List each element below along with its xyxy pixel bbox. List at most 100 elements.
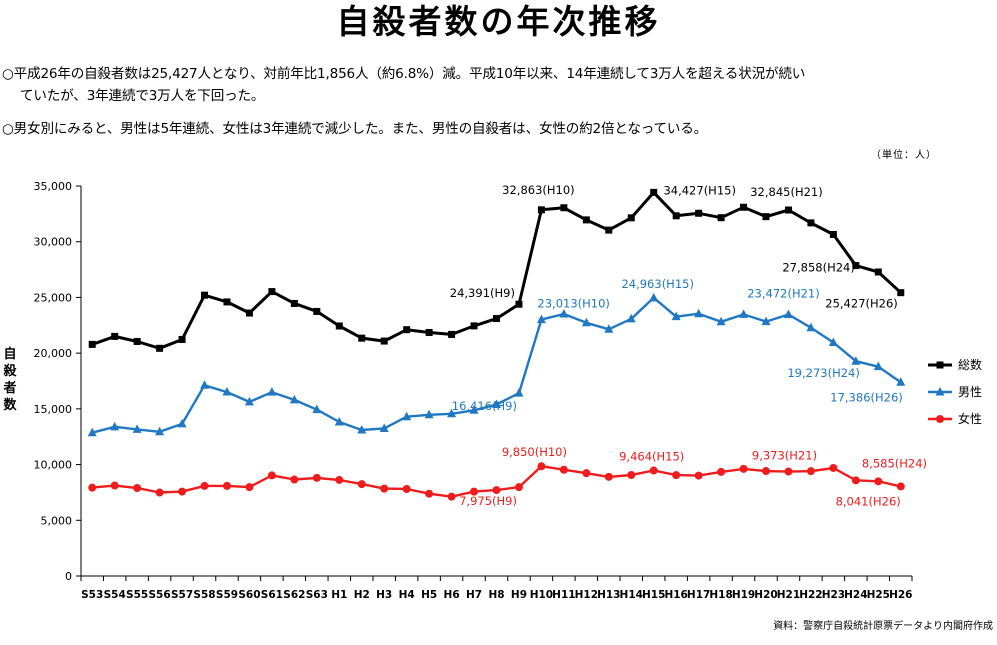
y-axis-ticks: 0 5,000 10,000 15,000 20,000 25,000 30,000 35,0…	[34, 180, 81, 583]
series-total-point	[762, 213, 770, 221]
x-tick-label: S56	[149, 589, 171, 601]
series-total-point	[582, 216, 590, 224]
series-female-point	[402, 484, 411, 493]
series-female-point	[200, 481, 209, 490]
data-label-female: 9,464(H15)	[619, 450, 684, 464]
series-female-point	[178, 487, 187, 496]
summary-note-1: ○平成26年の自殺者数は25,427人となり、対前年比1,856人（約6.8%）…	[2, 66, 806, 82]
series-total-point	[380, 337, 388, 345]
series-female-point	[335, 475, 344, 484]
series-female-point	[133, 484, 142, 493]
series-total-point	[403, 326, 411, 334]
series-male-point	[873, 361, 883, 371]
legend-label: 女性	[958, 411, 982, 426]
x-tick-label: H13	[597, 589, 620, 601]
x-tick-label: S63	[306, 589, 328, 601]
series-female-point	[470, 487, 479, 496]
x-tick-label: H21	[777, 589, 800, 601]
data-label-total: 24,391(H9)	[450, 286, 515, 300]
series-total-point	[695, 209, 703, 217]
series-total-point	[111, 332, 119, 340]
legend-swatch-point	[936, 415, 944, 423]
x-tick-label: H17	[687, 589, 710, 601]
series-male-point	[424, 409, 434, 419]
series-female-point	[627, 471, 636, 480]
series-female-point	[425, 489, 434, 498]
data-labels: 24,391(H9) 32,863(H10) 34,427(H15) 32,845(H…	[450, 183, 927, 509]
series-total-point	[88, 340, 96, 348]
x-tick-label: H16	[664, 589, 687, 601]
series-total-point	[537, 206, 545, 214]
x-tick-label: H15	[642, 589, 665, 601]
x-tick-label: H3	[376, 589, 392, 601]
series-male-point	[87, 427, 97, 437]
series-male	[87, 292, 906, 437]
series-male-point	[492, 399, 501, 408]
series-total-point	[784, 206, 792, 214]
series-female-point	[604, 472, 613, 481]
summary-note-1-continued: ていたが、3年連続で3万人を下回った。	[20, 88, 265, 104]
data-label-female: 8,041(H26)	[836, 494, 901, 508]
legend-item-male: 男性	[928, 385, 982, 399]
series-total-point	[178, 335, 186, 343]
series-female-point	[672, 471, 681, 480]
series-total-point	[515, 300, 523, 308]
series-female-point	[739, 464, 748, 473]
x-tick-label: H26	[889, 589, 912, 601]
series-male-point	[559, 309, 569, 318]
series-total-point	[605, 226, 613, 234]
x-tick-label: S58	[193, 589, 215, 601]
series-male-point	[132, 424, 142, 433]
series-male-point	[671, 311, 681, 321]
data-label-male: 23,472(H21)	[747, 286, 820, 300]
data-label-total: 34,427(H15)	[663, 183, 736, 197]
series-female-point	[806, 467, 815, 476]
x-tick-label: S54	[104, 589, 126, 601]
x-tick-label: S62	[283, 589, 305, 601]
data-label-female: 8,585(H24)	[862, 456, 927, 470]
data-label-male: 23,013(H10)	[537, 297, 610, 311]
series-total-point	[717, 214, 725, 222]
series-total-point	[807, 219, 815, 227]
series-female-point	[245, 483, 254, 492]
x-tick-label: H12	[575, 589, 598, 601]
series-male-point	[312, 404, 322, 414]
y-tick-label: 10,000	[34, 459, 73, 472]
series-male-point	[716, 316, 726, 326]
series-female-point	[155, 488, 164, 497]
series-female-point	[784, 467, 793, 476]
series-female-point	[492, 486, 501, 495]
series-female-point	[649, 466, 658, 475]
source-note: 資料：警察庁自殺統計原票データより内閣府作成	[773, 621, 993, 632]
series-total-point	[672, 212, 680, 220]
series-total-point	[201, 291, 209, 299]
x-tick-label: S53	[81, 589, 103, 601]
series-male-point	[469, 405, 479, 414]
series-total-point	[268, 288, 276, 296]
legend-item-total: 総数	[928, 357, 982, 372]
x-tick-label: H1	[331, 589, 347, 601]
y-tick-label: 0	[65, 570, 72, 583]
series-male-point	[402, 411, 412, 421]
x-tick-label: H7	[466, 589, 482, 601]
series-female-point	[559, 465, 568, 474]
x-tick-label: H4	[399, 589, 415, 601]
series-total-point	[627, 214, 635, 222]
x-tick-label: H24	[844, 589, 867, 601]
series-female	[88, 462, 905, 501]
legend-item-female: 女性	[928, 411, 982, 426]
series-female-point	[447, 492, 456, 501]
x-tick-label: H9	[511, 589, 527, 601]
series-total-point	[829, 230, 837, 238]
series-total-point	[852, 262, 860, 270]
data-label-male: 16,416(H9)	[452, 399, 517, 413]
series-male-point	[739, 309, 749, 318]
x-tick-label: S55	[126, 589, 148, 601]
legend-label: 総数	[958, 357, 982, 372]
series-total-point	[223, 298, 231, 306]
series-female-point	[874, 477, 883, 486]
series-male-point	[200, 380, 210, 389]
series-total-point	[290, 299, 298, 307]
series-male-point	[851, 356, 861, 365]
